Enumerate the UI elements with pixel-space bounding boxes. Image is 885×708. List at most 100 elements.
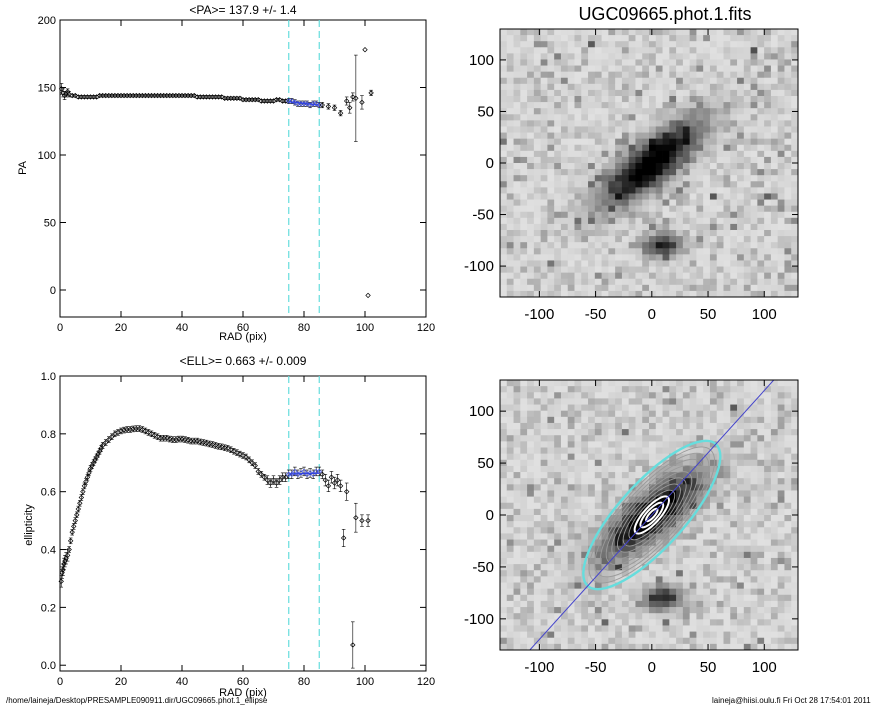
pixel [737,594,745,602]
pixel [723,199,731,207]
pixel [615,619,623,626]
pixel [506,582,514,590]
pixel [560,600,569,608]
pixel [567,386,575,393]
pixel [621,242,630,249]
pixel [594,380,602,387]
pixel [520,515,528,522]
pixel [574,205,582,213]
pixel [777,490,785,497]
pixel [696,478,704,485]
pixel [547,551,555,559]
pixel [730,453,738,461]
pixel [642,386,650,393]
pixel [743,637,751,645]
pixel [696,248,704,255]
pixel [547,217,555,225]
pixel [513,187,521,194]
pixel [642,144,650,152]
pixel [777,459,785,467]
pixel [527,551,535,559]
pixel [547,607,555,614]
pixel [655,272,663,280]
pixel [574,272,582,280]
pixel [655,102,663,109]
pixel [669,205,677,213]
pixel [608,625,616,632]
pixel [676,453,684,461]
pixel [567,570,575,577]
pixel [757,637,765,645]
pixel [628,472,636,479]
pixel [682,193,691,200]
pixel [540,521,548,528]
pixel [682,539,691,547]
pixel [750,637,758,645]
pixel [791,102,799,109]
pixel [533,465,542,473]
pixel [730,521,738,528]
pixel [506,35,514,42]
pixel [588,594,596,602]
pixel [567,217,575,225]
pixel [527,570,535,577]
pixel [709,557,718,565]
pixel [703,496,711,504]
pixel [662,386,670,393]
pixel [594,242,602,249]
pixel [764,150,772,158]
pixel [615,35,623,42]
pixel [716,156,724,164]
pixel [770,631,779,639]
pixel [655,631,663,639]
pixel [540,126,548,133]
pixel [608,169,616,176]
pixel [703,386,711,393]
pixel [723,484,731,491]
pixel [540,254,548,261]
pixel [513,410,521,418]
pixel [662,278,670,286]
pixel [689,150,697,158]
pixel [737,163,745,170]
pixel [669,181,677,188]
pixel [716,59,724,66]
pixel [601,187,609,194]
pixel [662,59,670,66]
pixel [743,429,751,436]
pixel [588,576,596,583]
pixel [743,175,751,182]
pixel [669,187,677,194]
pixel [669,613,677,620]
pixel [730,132,738,140]
pixel [655,637,663,645]
pixel [750,459,758,467]
pixel [764,96,772,103]
pixel [723,144,731,152]
pixel [791,527,799,534]
pixel [716,429,724,436]
pixel [696,77,704,85]
pixel [784,465,792,473]
pixel [737,422,745,430]
pixel [730,65,738,73]
pixel [527,582,535,590]
pixel [567,59,575,66]
pixel [723,77,731,85]
pixel [676,35,684,42]
pixel [608,551,616,559]
pixel [513,290,521,298]
pixel [770,41,779,48]
pixel [649,272,657,280]
pixel [615,284,623,292]
pixel [689,613,697,620]
pixel [560,41,569,48]
pixel [588,41,596,48]
pixel [560,163,569,170]
pixel [682,600,691,608]
pixel [791,77,799,85]
pixel [560,266,569,274]
pixel [703,625,711,632]
pixel [791,132,799,140]
pixel [608,453,616,461]
